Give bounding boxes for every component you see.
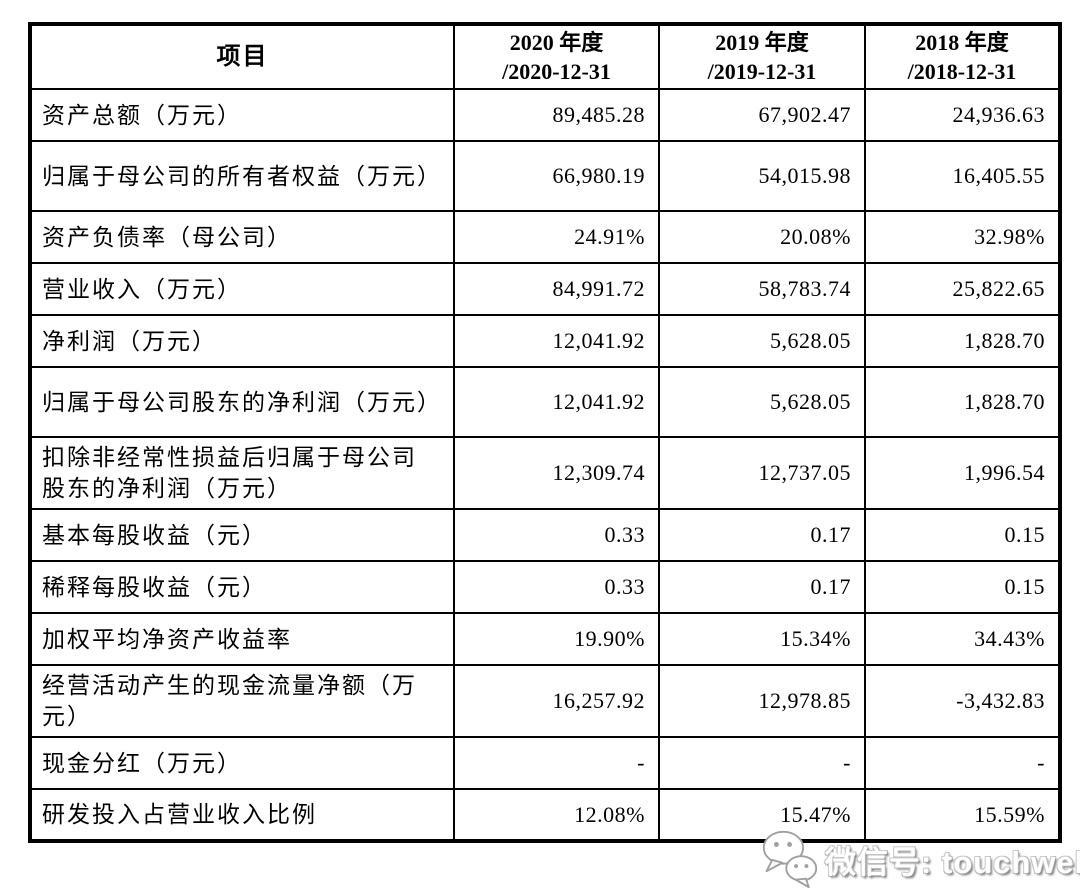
row-label: 营业收入（万元） [29, 262, 455, 316]
header-2019-period: 2019 年度 [715, 30, 809, 55]
value-2020: 12.08% [453, 788, 660, 842]
value-2018: 34.43% [864, 612, 1061, 666]
value-2019: 58,783.74 [658, 262, 866, 316]
row-label: 归属于母公司的所有者权益（万元） [29, 140, 455, 212]
value-2018: 1,828.70 [864, 314, 1061, 368]
value-2019: 0.17 [658, 508, 866, 562]
value-2018: 16,405.55 [864, 140, 1061, 212]
header-2019-date: /2019-12-31 [707, 59, 817, 84]
table-row: 归属于母公司的所有者权益（万元） 66,980.19 54,015.98 16,… [29, 140, 1061, 212]
row-label: 基本每股收益（元） [29, 508, 455, 562]
value-2019: 12,978.85 [658, 664, 866, 738]
value-2018: -3,432.83 [864, 664, 1061, 738]
row-label: 稀释每股收益（元） [29, 560, 455, 614]
value-2019: - [658, 736, 866, 790]
table-row: 资产负债率（母公司） 24.91% 20.08% 32.98% [29, 210, 1061, 264]
row-label: 经营活动产生的现金流量净额（万元） [29, 664, 455, 738]
value-2019: 5,628.05 [658, 314, 866, 368]
header-2018-date: /2018-12-31 [907, 59, 1017, 84]
value-2019: 54,015.98 [658, 140, 866, 212]
table-row: 净利润（万元） 12,041.92 5,628.05 1,828.70 [29, 314, 1061, 368]
header-row: 项目 2020 年度 /2020-12-31 2019 年度 /2019-12-… [29, 23, 1061, 90]
table-row: 营业收入（万元） 84,991.72 58,783.74 25,822.65 [29, 262, 1061, 316]
header-2018: 2018 年度 /2018-12-31 [864, 23, 1061, 90]
value-2020: 12,041.92 [453, 314, 660, 368]
value-2018: 0.15 [864, 508, 1061, 562]
table-row: 扣除非经常性损益后归属于母公司股东的净利润（万元） 12,309.74 12,7… [29, 436, 1061, 510]
financial-summary-table: 项目 2020 年度 /2020-12-31 2019 年度 /2019-12-… [28, 22, 1062, 843]
value-2020: 12,309.74 [453, 436, 660, 510]
header-2020-date: /2020-12-31 [502, 59, 611, 84]
wechat-watermark: 微信号: touchweb [760, 828, 1080, 890]
row-label: 加权平均净资产收益率 [29, 612, 455, 666]
row-label: 现金分红（万元） [29, 736, 455, 790]
value-2018: 1,828.70 [864, 366, 1061, 438]
header-2018-period: 2018 年度 [915, 30, 1009, 55]
value-2019: 15.47% [658, 788, 866, 842]
table-row: 基本每股收益（元） 0.33 0.17 0.15 [29, 508, 1061, 562]
value-2020: 19.90% [453, 612, 660, 666]
table-row: 稀释每股收益（元） 0.33 0.17 0.15 [29, 560, 1061, 614]
row-label: 归属于母公司股东的净利润（万元） [29, 366, 455, 438]
value-2018: 32.98% [864, 210, 1061, 264]
table-row: 研发投入占营业收入比例 12.08% 15.47% 15.59% [29, 788, 1061, 842]
value-2019: 0.17 [658, 560, 866, 614]
row-label: 资产总额（万元） [29, 88, 455, 142]
value-2019: 67,902.47 [658, 88, 866, 142]
wechat-id-text: 微信号: touchweb [825, 844, 1080, 880]
value-2020: 0.33 [453, 560, 660, 614]
value-2018: - [864, 736, 1061, 790]
value-2020: 66,980.19 [453, 140, 660, 212]
value-2019: 5,628.05 [658, 366, 866, 438]
value-2020: 24.91% [453, 210, 660, 264]
header-2019: 2019 年度 /2019-12-31 [658, 23, 866, 90]
value-2020: - [453, 736, 660, 790]
table-row: 经营活动产生的现金流量净额（万元） 16,257.92 12,978.85 -3… [29, 664, 1061, 738]
row-label: 研发投入占营业收入比例 [29, 788, 455, 842]
header-item: 项目 [29, 23, 455, 90]
table-row: 归属于母公司股东的净利润（万元） 12,041.92 5,628.05 1,82… [29, 366, 1061, 438]
value-2020: 89,485.28 [453, 88, 660, 142]
value-2019: 12,737.05 [658, 436, 866, 510]
table-row: 加权平均净资产收益率 19.90% 15.34% 34.43% [29, 612, 1061, 666]
value-2018: 1,996.54 [864, 436, 1061, 510]
value-2018: 25,822.65 [864, 262, 1061, 316]
wechat-icon [762, 830, 818, 889]
row-label: 资产负债率（母公司） [29, 210, 455, 264]
header-2020-period: 2020 年度 [509, 30, 604, 55]
value-2019: 15.34% [658, 612, 866, 666]
value-2018: 0.15 [864, 560, 1061, 614]
value-2020: 84,991.72 [453, 262, 660, 316]
value-2019: 20.08% [658, 210, 866, 264]
value-2020: 16,257.92 [453, 664, 660, 738]
value-2018: 24,936.63 [864, 88, 1061, 142]
value-2020: 12,041.92 [453, 366, 660, 438]
table-row: 资产总额（万元） 89,485.28 67,902.47 24,936.63 [29, 88, 1061, 142]
value-2020: 0.33 [453, 508, 660, 562]
row-label: 净利润（万元） [29, 314, 455, 368]
header-2020: 2020 年度 /2020-12-31 [453, 23, 660, 90]
value-2018: 15.59% [864, 788, 1061, 842]
table-row: 现金分红（万元） - - - [29, 736, 1061, 790]
row-label: 扣除非经常性损益后归属于母公司股东的净利润（万元） [29, 436, 455, 510]
